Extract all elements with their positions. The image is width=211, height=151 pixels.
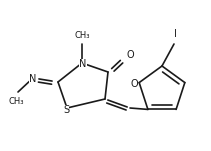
Text: O: O bbox=[130, 79, 138, 89]
Text: I: I bbox=[174, 29, 176, 39]
Text: N: N bbox=[29, 74, 37, 84]
Text: CH₃: CH₃ bbox=[8, 97, 24, 106]
Text: O: O bbox=[127, 50, 135, 60]
Text: S: S bbox=[63, 105, 69, 115]
Text: N: N bbox=[79, 59, 87, 69]
Text: CH₃: CH₃ bbox=[74, 31, 90, 40]
